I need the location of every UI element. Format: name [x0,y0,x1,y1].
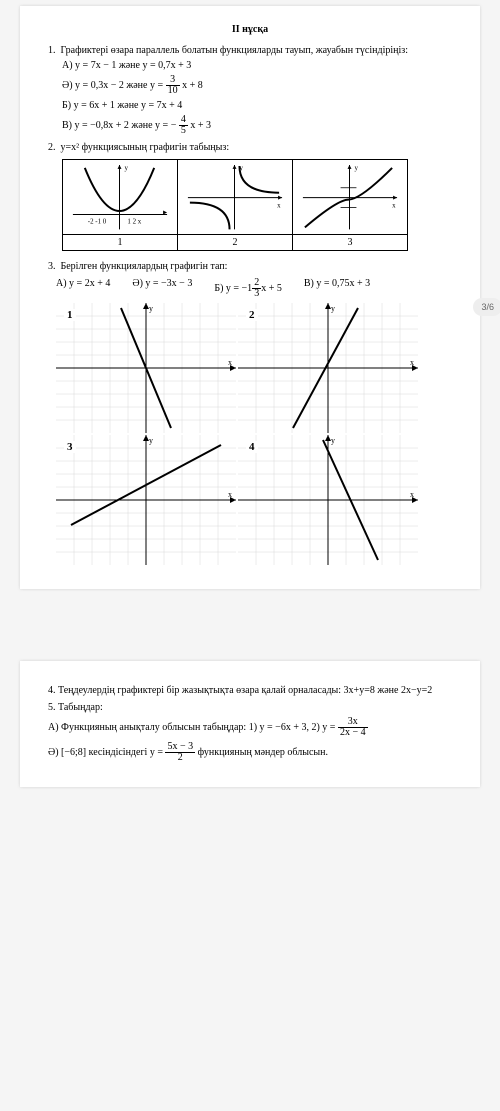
svg-text:y: y [149,304,153,313]
q2-label-3: 3 [293,235,408,251]
svg-text:x: x [277,203,281,210]
q3-graph-3: 3 yx [56,435,236,565]
q5-head: 5. Табыңдар: [48,702,452,713]
q3-opt-a: A) y = 2x + 4 [56,278,110,299]
q5-opt-a: A) Функцияның анықталу облысын табыңдар:… [48,717,452,738]
q3-graph-1: 1 yx [56,303,236,433]
fraction: 45 [179,115,188,136]
svg-text:y: y [331,304,335,313]
q3-opt-b: Б) y = −123x + 5 [214,278,282,299]
fraction: 23 [252,278,261,299]
q3-graph-2: 2 yx [238,303,418,433]
q3-opt-v: В) y = 0,75x + 3 [304,278,370,299]
svg-text:y: y [239,165,243,172]
fraction: 5x − 32 [165,742,195,763]
svg-text:x: x [410,358,414,367]
fraction: 310 [166,75,180,96]
q5-opt-a2: Ә) [−6;8] кесіндісіндегі y = 5x − 32 фун… [48,742,452,763]
q2-label-1: 1 [63,235,178,251]
q3-graph-4: 4 yx [238,435,418,565]
q2-prompt: y=x² функциясының графигін табыңыз: [61,142,230,153]
svg-text:y: y [354,165,358,172]
q1-prompt: Графиктері өзара параллель болатын функц… [61,45,409,56]
svg-text:x: x [228,358,232,367]
variant-title: II нұсқа [48,24,452,35]
question-4: 4. Теңдеулердің графиктері бір жазықтықт… [48,685,452,696]
worksheet-page-1: II нұсқа 1. Графиктері өзара параллель б… [20,6,480,589]
q3-prompt: Берілген функциялардың графигін тап: [61,261,228,272]
worksheet-page-2: 4. Теңдеулердің графиктері бір жазықтықт… [20,661,480,787]
svg-text:y: y [331,436,335,445]
question-5: 5. Табыңдар: A) Функцияның анықталу облы… [48,702,452,763]
svg-text:y: y [124,165,128,172]
q2-graph-2: x y [178,160,293,235]
svg-text:-2 -1 0: -2 -1 0 [88,218,107,225]
page-indicator-badge: 3/6 [473,298,500,316]
q2-graph-1: -2 -1 0 1 2 x y [63,160,178,235]
svg-text:x: x [228,490,232,499]
svg-text:y: y [149,436,153,445]
page-gap [0,595,500,655]
q1-opt-v: В) y = −0,8x + 2 және y = − 45 x + 3 [62,115,452,136]
question-1: 1. Графиктері өзара параллель болатын фу… [48,45,452,136]
q3-opt-a2: Ә) y = −3x − 3 [132,278,192,299]
q1-opt-a2: Ә) y = 0,3x − 2 және y = 310 x + 8 [62,75,452,96]
svg-text:x: x [392,203,396,210]
q2-chart-table: -2 -1 0 1 2 x y x y [62,159,408,251]
q1-opt-a: A) y = 7x − 1 және y = 0,7x + 3 [62,60,452,71]
q2-graph-3: x y [293,160,408,235]
svg-text:1 2 x: 1 2 x [127,218,141,225]
q3-graphs-grid: 1 yx 2 [56,303,452,565]
question-3: 3. Берілген функциялардың графигін тап: … [48,261,452,565]
svg-text:x: x [410,490,414,499]
question-2: 2. y=x² функциясының графигін табыңыз: -… [48,142,452,251]
q1-opt-b: Б) y = 6x + 1 және y = 7x + 4 [62,100,452,111]
q2-label-2: 2 [178,235,293,251]
fraction: 3x2x − 4 [338,717,368,738]
